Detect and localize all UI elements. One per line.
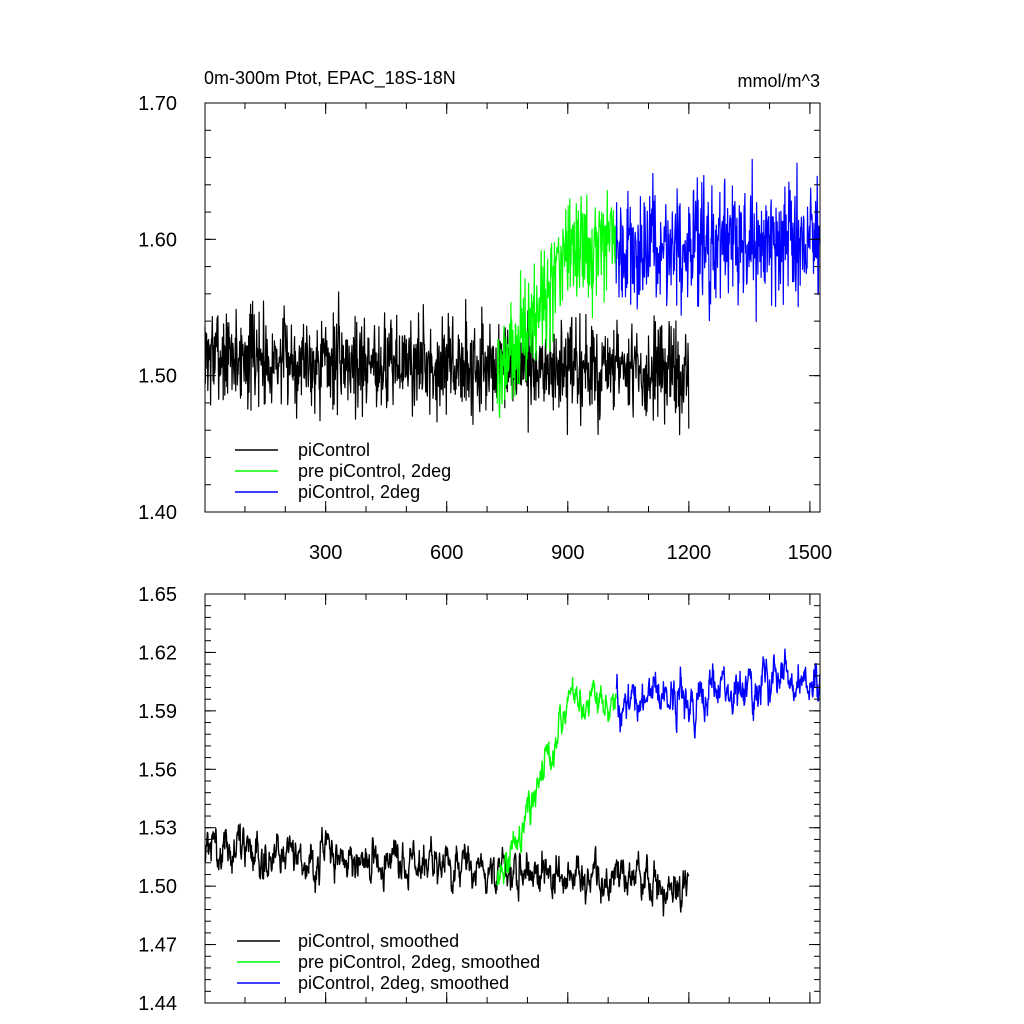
top-chart-units: mmol/m^3 xyxy=(738,71,820,91)
y-tick-label: 1.50 xyxy=(138,876,177,898)
legend-label: pre piControl, 2deg, smoothed xyxy=(298,952,540,972)
legend-label: pre piControl, 2deg xyxy=(298,461,451,481)
y-tick-label: 1.44 xyxy=(138,993,177,1015)
series-line-picontrol xyxy=(204,291,690,436)
bottom-plot-frame xyxy=(204,593,821,1004)
top-panel: 0m-300m Ptot, EPAC_18S-18N mmol/m^3 1.40… xyxy=(138,68,832,564)
x-tick-label: 300 xyxy=(309,542,342,564)
legend-label: piControl xyxy=(298,440,370,460)
x-tick-label: 1500 xyxy=(788,542,833,564)
top-plot-frame xyxy=(204,102,821,513)
bottom-ticks: 1.44 1.47 1.50 1.53 1.56 1.59 1.62 1.65 xyxy=(138,584,820,1015)
x-tick-label: 900 xyxy=(551,542,584,564)
legend-label: piControl, 2deg, smoothed xyxy=(298,973,509,993)
top-chart-title: 0m-300m Ptot, EPAC_18S-18N xyxy=(204,68,456,89)
series-line-picontrol-smoothed xyxy=(204,823,690,917)
series-line-picontrol-2deg-smoothed xyxy=(615,648,821,739)
y-tick-label: 1.47 xyxy=(138,935,177,957)
bottom-panel: 1.44 1.47 1.50 1.53 1.56 1.59 1.62 1.65 piContr… xyxy=(138,584,821,1015)
y-tick-label: 1.60 xyxy=(138,229,177,251)
y-tick-label: 1.50 xyxy=(138,366,177,388)
y-tick-label: 1.70 xyxy=(138,93,177,115)
series-line-pre-picontrol-2deg-smoothed xyxy=(496,677,617,886)
y-tick-label: 1.62 xyxy=(138,642,177,664)
y-tick-label: 1.56 xyxy=(138,759,177,781)
x-tick-label: 1200 xyxy=(667,542,712,564)
bottom-series-layer xyxy=(204,648,821,917)
series-line-picontrol-2deg xyxy=(615,158,821,323)
y-tick-label: 1.65 xyxy=(138,584,177,606)
top-series-layer xyxy=(204,158,821,436)
y-tick-label: 1.53 xyxy=(138,818,177,840)
series-line-pre-picontrol-2deg xyxy=(496,190,617,419)
y-tick-label: 1.59 xyxy=(138,701,177,723)
top-ticks: 1.40 1.50 1.60 1.70 300 600 900 1200 1500 xyxy=(138,93,832,564)
x-tick-label: 600 xyxy=(430,542,463,564)
legend-label: piControl, smoothed xyxy=(298,931,459,951)
legend-label: piControl, 2deg xyxy=(298,482,420,502)
y-tick-label: 1.40 xyxy=(138,502,177,524)
